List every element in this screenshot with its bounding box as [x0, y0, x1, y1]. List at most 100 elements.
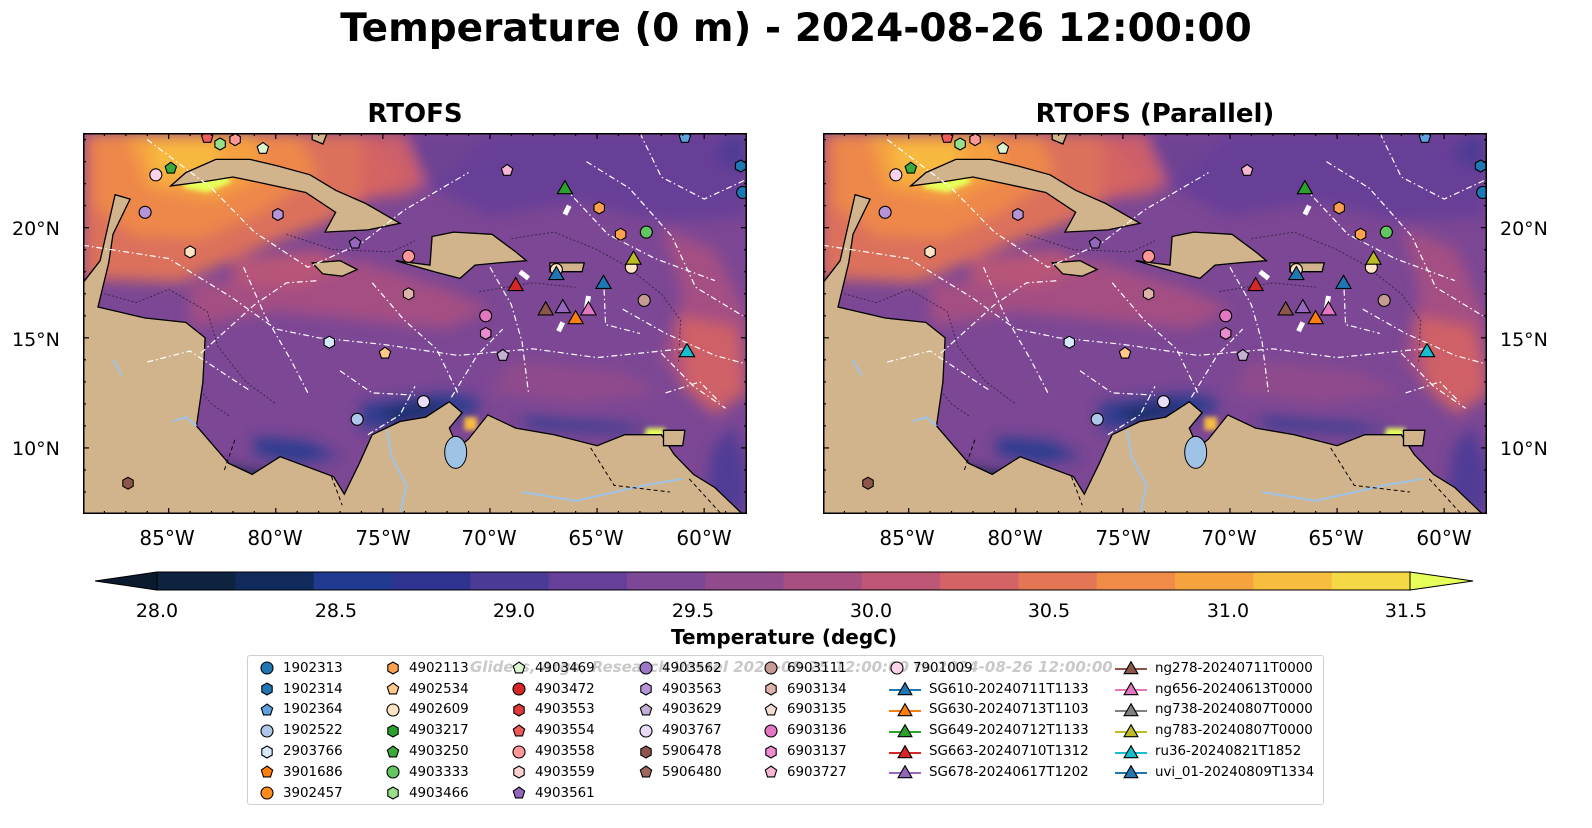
legend-symbol [261, 682, 273, 696]
legend-symbol [386, 744, 400, 758]
legend-marker-circle-icon [260, 661, 274, 675]
map-marker-triangle [678, 342, 696, 358]
lon-label-right-70w: 70°W [1201, 526, 1257, 550]
legend-item: 4903563 [637, 679, 722, 700]
legend-label: SG649-20240712T1133 [929, 723, 1089, 739]
glider-track [562, 204, 572, 216]
legend-item: 7901009 [888, 658, 1089, 679]
temperature-region [382, 401, 443, 424]
isobath-line [1251, 231, 1422, 363]
legend-symbol [513, 765, 525, 780]
legend-label: uvi_01-20240809T1334 [1155, 764, 1315, 780]
map-marker-triangle [554, 298, 572, 314]
eez-boundary [1405, 381, 1460, 403]
river-line [112, 359, 123, 376]
lon-label-left-85w: 85°W [139, 526, 195, 550]
river-line [1261, 477, 1423, 502]
legend-triangle [897, 744, 913, 758]
legend-label: SG610-20240711T1133 [929, 681, 1089, 697]
map-marker-hexagon [614, 227, 627, 241]
legend-label: 5906480 [662, 764, 722, 780]
map-marker-hexagon [229, 133, 241, 147]
map-marker-hexagon [1012, 207, 1024, 222]
map-marker-triangle [567, 309, 585, 325]
lon-label-right-85w: 85°W [879, 526, 935, 550]
legend-item: 4903333 [384, 762, 469, 783]
map-rtofs-parallel [823, 133, 1487, 514]
colorbar-over-arrow [1409, 571, 1474, 591]
legend-item: 4902534 [384, 679, 469, 700]
temperature-region [928, 260, 1232, 329]
eez-boundary [886, 139, 1209, 268]
map-marker-hexagon [272, 207, 284, 222]
river-line [521, 477, 683, 502]
country-border [223, 438, 236, 471]
eez-boundary [983, 267, 1049, 394]
legend-symbol [890, 661, 904, 675]
legend-marker-triangle-icon [889, 681, 921, 696]
legend-item: 5906478 [637, 741, 722, 762]
eez-boundary [1342, 276, 1381, 334]
glider-track [1258, 269, 1271, 281]
eez-boundary [1304, 187, 1456, 282]
map-marker-hexagon [323, 335, 336, 349]
eez-boundary [1190, 328, 1244, 398]
country-border [1071, 476, 1083, 506]
land-trinidad [662, 429, 686, 447]
map-marker-pentagon [378, 346, 392, 359]
legend-marker-triangle-icon [1115, 723, 1147, 738]
legend-symbol [260, 786, 274, 800]
legend-item: 1902522 [258, 720, 343, 741]
lon-label-left-80w: 80°W [247, 526, 303, 550]
legend-item: 6903137 [762, 741, 847, 762]
legend-marker-hexagon-icon [513, 703, 525, 717]
colorbar-tick-31-0: 31.0 [1206, 600, 1250, 622]
map-marker-pentagon [904, 161, 918, 174]
colorbar-under-arrow [95, 571, 158, 591]
legend-item: 1902314 [258, 679, 343, 700]
temperature-region [678, 315, 747, 415]
legend-label: ng278-20240711T0000 [1155, 660, 1313, 676]
colorbar-tick-28-0: 28.0 [135, 600, 179, 622]
legend-symbol [639, 703, 653, 716]
legend-symbol [639, 765, 653, 778]
legend-triangle [1123, 681, 1139, 696]
colorbar-tick-29-0: 29.0 [492, 600, 536, 622]
map-marker-circle [402, 249, 416, 263]
legend-item: SG649-20240712T1133 [888, 720, 1089, 741]
eez-boundary [1379, 133, 1487, 200]
legend-column: 7901009 SG610-20240711T1133 SG630-20240713… [888, 658, 1089, 783]
eez-boundary [146, 139, 469, 268]
legend-label: 6903137 [787, 744, 847, 760]
map-marker-circle [1142, 249, 1156, 263]
legend-label: 4902534 [409, 681, 469, 697]
map-marker-hexagon [122, 476, 134, 490]
river-line [172, 415, 198, 427]
map-marker-pentagon [1236, 348, 1250, 361]
legend-marker-circle-icon [386, 703, 400, 717]
legend-marker-pentagon-icon [639, 765, 653, 778]
river-line [912, 415, 938, 427]
map-marker-pentagon [500, 163, 514, 176]
legend-label: 1902364 [283, 702, 343, 718]
legend-item: 4903217 [384, 720, 469, 741]
map-marker-pentagon [348, 236, 362, 249]
isobath-line [511, 231, 682, 363]
legend-item: 6903727 [762, 762, 847, 783]
legend-marker-circle-icon [639, 661, 653, 675]
temperature-region [404, 133, 747, 222]
map-marker-circle [878, 205, 892, 219]
legend-triangle [897, 681, 913, 696]
legend-label: 4903472 [535, 681, 595, 697]
legend-marker-circle-icon [764, 661, 778, 675]
river-line [386, 430, 408, 514]
colorbar-tick-28-5: 28.5 [314, 600, 358, 622]
legend-symbol [386, 765, 400, 779]
map-content [83, 133, 747, 514]
legend-symbol [639, 724, 653, 738]
eez-boundary [243, 267, 309, 394]
map-marker-triangle [1277, 300, 1295, 316]
legend-label: SG678-20240617T1202 [929, 764, 1089, 780]
map-marker-triangle [537, 300, 555, 316]
legend-item: 4903469 [510, 658, 595, 679]
